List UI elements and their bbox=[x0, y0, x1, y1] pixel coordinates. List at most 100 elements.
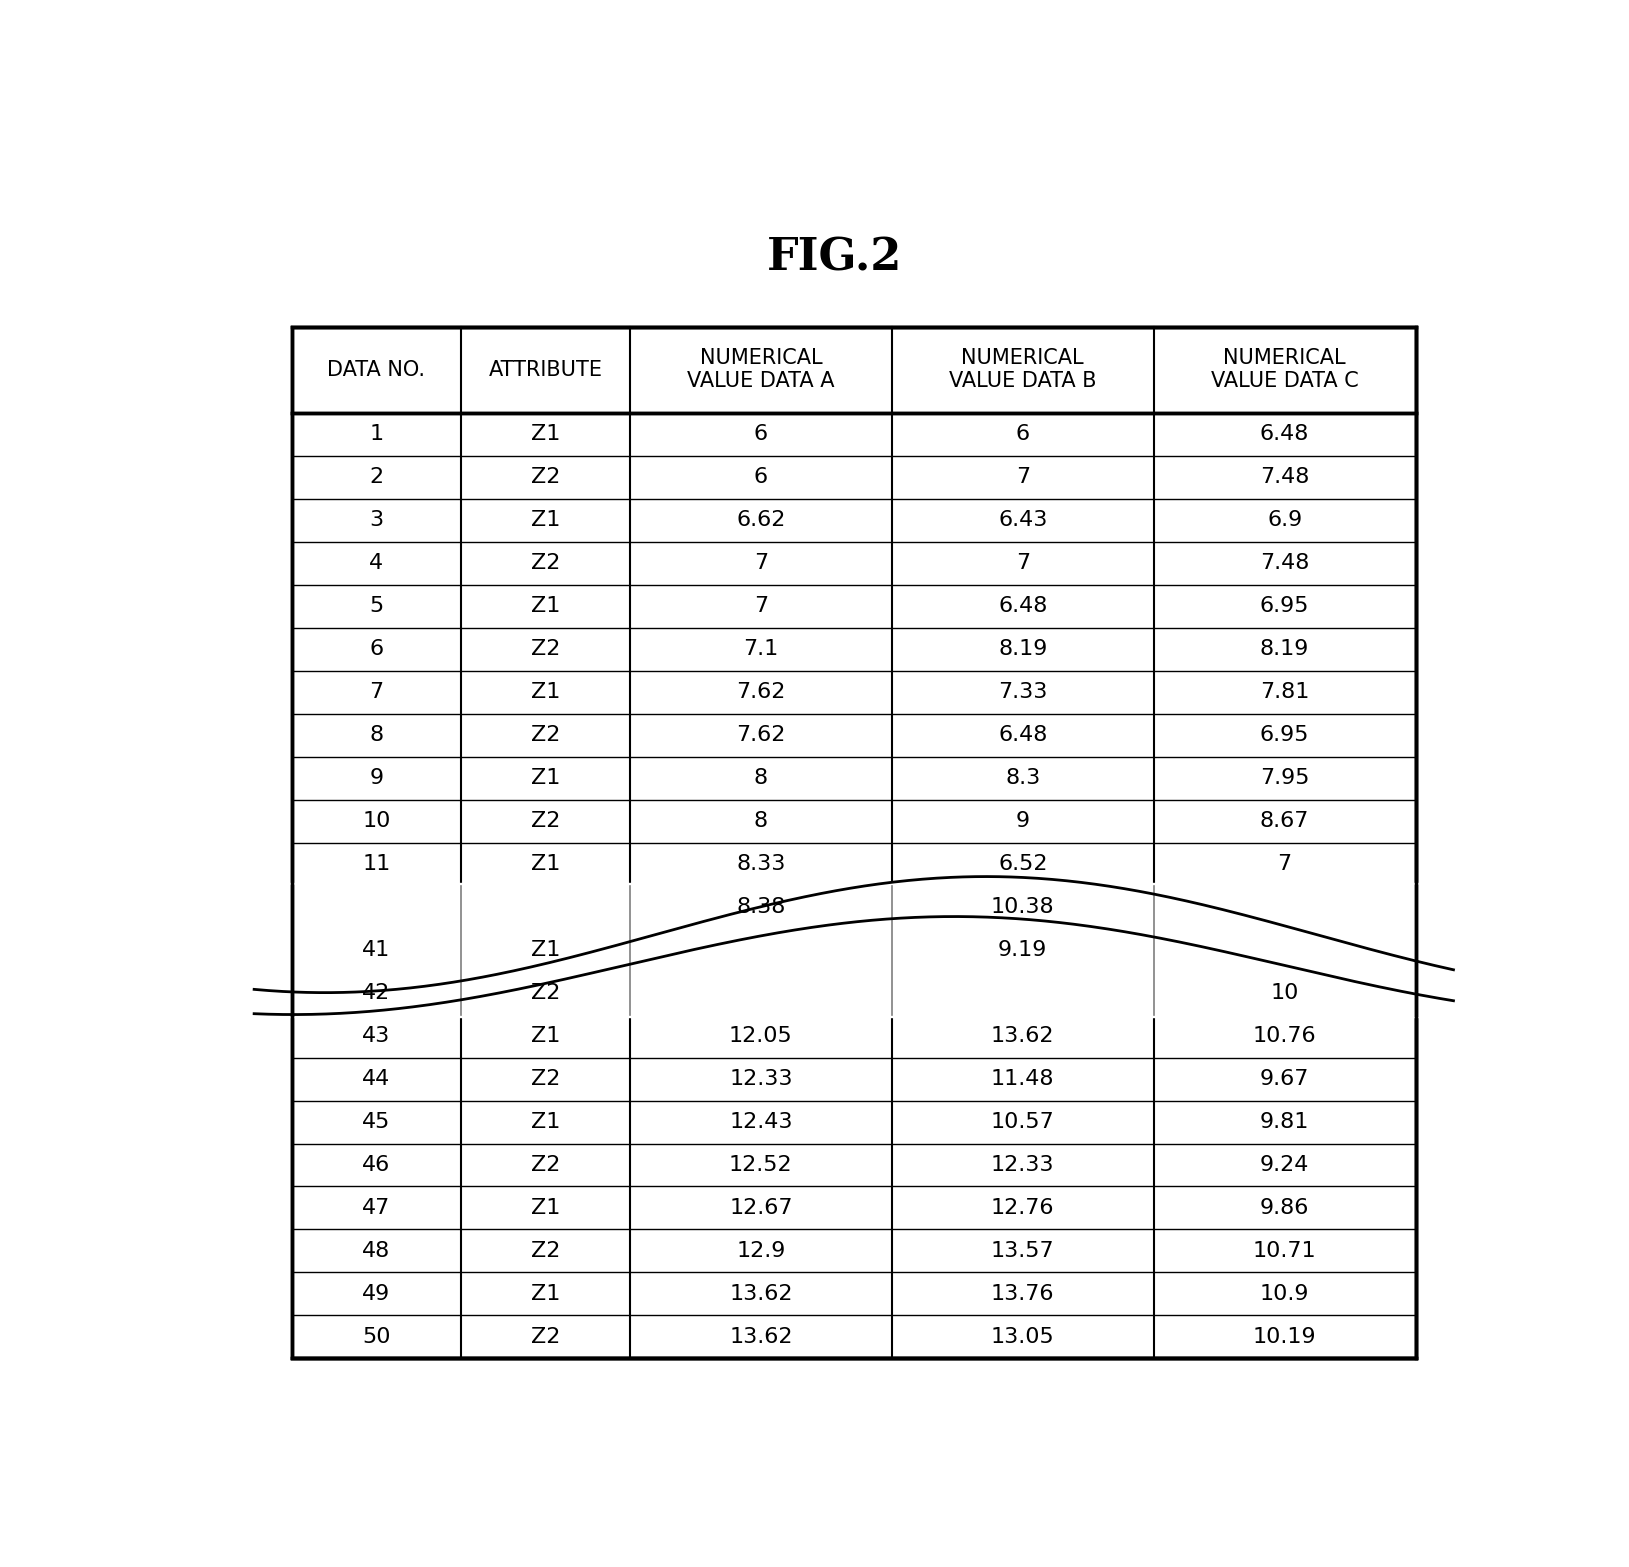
Text: 7: 7 bbox=[1016, 553, 1030, 574]
Text: 7.33: 7.33 bbox=[999, 682, 1047, 702]
Text: 6.48: 6.48 bbox=[999, 595, 1047, 616]
Text: 8.67: 8.67 bbox=[1259, 812, 1310, 831]
Text: 9.81: 9.81 bbox=[1259, 1113, 1310, 1131]
Text: 4: 4 bbox=[370, 553, 383, 574]
Text: 10: 10 bbox=[362, 812, 391, 831]
Text: 41: 41 bbox=[362, 940, 391, 961]
Text: Z2: Z2 bbox=[531, 1327, 560, 1348]
Text: Z1: Z1 bbox=[531, 682, 560, 702]
Text: 3: 3 bbox=[370, 511, 383, 530]
Text: Z2: Z2 bbox=[531, 983, 560, 1003]
Text: 7.62: 7.62 bbox=[736, 726, 785, 746]
Text: Z1: Z1 bbox=[531, 511, 560, 530]
Text: Z1: Z1 bbox=[531, 595, 560, 616]
Text: 9.24: 9.24 bbox=[1259, 1155, 1310, 1175]
Text: 6: 6 bbox=[754, 425, 767, 445]
Text: 46: 46 bbox=[362, 1155, 391, 1175]
Text: NUMERICAL
VALUE DATA C: NUMERICAL VALUE DATA C bbox=[1210, 348, 1359, 392]
Text: 8.38: 8.38 bbox=[736, 896, 785, 917]
Text: 8.19: 8.19 bbox=[999, 639, 1047, 660]
Text: 6.95: 6.95 bbox=[1259, 595, 1310, 616]
Text: 6.62: 6.62 bbox=[736, 511, 785, 530]
Bar bbox=[292, 328, 1416, 1359]
Text: 41: 41 bbox=[362, 940, 391, 961]
Text: 9.86: 9.86 bbox=[1259, 1199, 1310, 1218]
Text: Z2: Z2 bbox=[531, 639, 560, 660]
Text: Z1: Z1 bbox=[531, 1026, 560, 1047]
Text: 10.76: 10.76 bbox=[1253, 1026, 1316, 1047]
Text: Z2: Z2 bbox=[531, 726, 560, 746]
Text: 42: 42 bbox=[362, 983, 391, 1003]
Text: 9.67: 9.67 bbox=[1259, 1069, 1310, 1089]
Text: 7.48: 7.48 bbox=[1259, 553, 1310, 574]
Text: 45: 45 bbox=[362, 1113, 391, 1131]
Text: 50: 50 bbox=[362, 1327, 391, 1348]
Text: Z2: Z2 bbox=[531, 1155, 560, 1175]
Text: 9: 9 bbox=[370, 768, 383, 788]
Text: 12.33: 12.33 bbox=[990, 1155, 1054, 1175]
Text: 7: 7 bbox=[1016, 467, 1030, 487]
Text: 12.33: 12.33 bbox=[730, 1069, 793, 1089]
Text: 8: 8 bbox=[370, 726, 383, 746]
Text: 9.19: 9.19 bbox=[999, 940, 1047, 961]
Text: 8.19: 8.19 bbox=[1259, 639, 1310, 660]
Bar bbox=[292, 328, 1416, 1359]
Text: 7: 7 bbox=[754, 595, 767, 616]
Text: Z1: Z1 bbox=[531, 425, 560, 445]
Text: Z1: Z1 bbox=[531, 940, 560, 961]
Text: 6.52: 6.52 bbox=[999, 854, 1047, 874]
Text: 10.19: 10.19 bbox=[1253, 1327, 1316, 1348]
Text: 10.38: 10.38 bbox=[990, 896, 1054, 917]
Text: 10.38: 10.38 bbox=[990, 896, 1054, 917]
Text: 10.57: 10.57 bbox=[990, 1113, 1054, 1131]
Text: 5: 5 bbox=[370, 595, 383, 616]
Text: 6: 6 bbox=[370, 639, 383, 660]
Text: 42: 42 bbox=[362, 983, 391, 1003]
Text: 6.9: 6.9 bbox=[1267, 511, 1302, 530]
Text: 6.48: 6.48 bbox=[999, 726, 1047, 746]
Text: Z1: Z1 bbox=[531, 1283, 560, 1304]
Text: ATTRIBUTE: ATTRIBUTE bbox=[489, 360, 603, 379]
Text: Z1: Z1 bbox=[531, 1113, 560, 1131]
Text: Z2: Z2 bbox=[531, 467, 560, 487]
Text: 43: 43 bbox=[362, 1026, 391, 1047]
Text: 13.62: 13.62 bbox=[990, 1026, 1054, 1047]
Text: 13.62: 13.62 bbox=[730, 1327, 793, 1348]
Text: 13.62: 13.62 bbox=[730, 1283, 793, 1304]
Text: 7: 7 bbox=[1277, 854, 1292, 874]
Text: 44: 44 bbox=[362, 1069, 391, 1089]
Text: 8.33: 8.33 bbox=[736, 854, 785, 874]
Text: 13.05: 13.05 bbox=[990, 1327, 1054, 1348]
Text: 12.67: 12.67 bbox=[730, 1199, 793, 1218]
Text: 7.48: 7.48 bbox=[1259, 467, 1310, 487]
Text: 8.3: 8.3 bbox=[1005, 768, 1041, 788]
Text: 8.38: 8.38 bbox=[736, 896, 785, 917]
Text: Z1: Z1 bbox=[531, 768, 560, 788]
Text: 7.95: 7.95 bbox=[1259, 768, 1310, 788]
Text: DATA NO.: DATA NO. bbox=[327, 360, 425, 379]
Text: 7: 7 bbox=[754, 553, 767, 574]
Text: 12.05: 12.05 bbox=[730, 1026, 793, 1047]
Text: 7.1: 7.1 bbox=[743, 639, 779, 660]
Text: 9: 9 bbox=[1016, 812, 1030, 831]
Text: 6: 6 bbox=[1016, 425, 1030, 445]
Text: 10: 10 bbox=[1271, 983, 1298, 1003]
Text: 2: 2 bbox=[370, 467, 383, 487]
Text: NUMERICAL
VALUE DATA B: NUMERICAL VALUE DATA B bbox=[950, 348, 1096, 392]
Text: 12.43: 12.43 bbox=[730, 1113, 793, 1131]
Text: 49: 49 bbox=[362, 1283, 391, 1304]
Text: 11: 11 bbox=[362, 854, 391, 874]
Text: 12.52: 12.52 bbox=[730, 1155, 793, 1175]
Text: 6.95: 6.95 bbox=[1259, 726, 1310, 746]
Text: Z2: Z2 bbox=[531, 812, 560, 831]
Text: 47: 47 bbox=[362, 1199, 391, 1218]
Text: Z2: Z2 bbox=[531, 553, 560, 574]
Text: 6.43: 6.43 bbox=[999, 511, 1047, 530]
Text: 10.9: 10.9 bbox=[1259, 1283, 1310, 1304]
Text: FIG.2: FIG.2 bbox=[767, 237, 902, 279]
Text: 8: 8 bbox=[754, 812, 767, 831]
Text: 6: 6 bbox=[754, 467, 767, 487]
Polygon shape bbox=[254, 884, 1453, 1017]
Text: 13.57: 13.57 bbox=[990, 1241, 1054, 1261]
Text: NUMERICAL
VALUE DATA A: NUMERICAL VALUE DATA A bbox=[687, 348, 834, 392]
